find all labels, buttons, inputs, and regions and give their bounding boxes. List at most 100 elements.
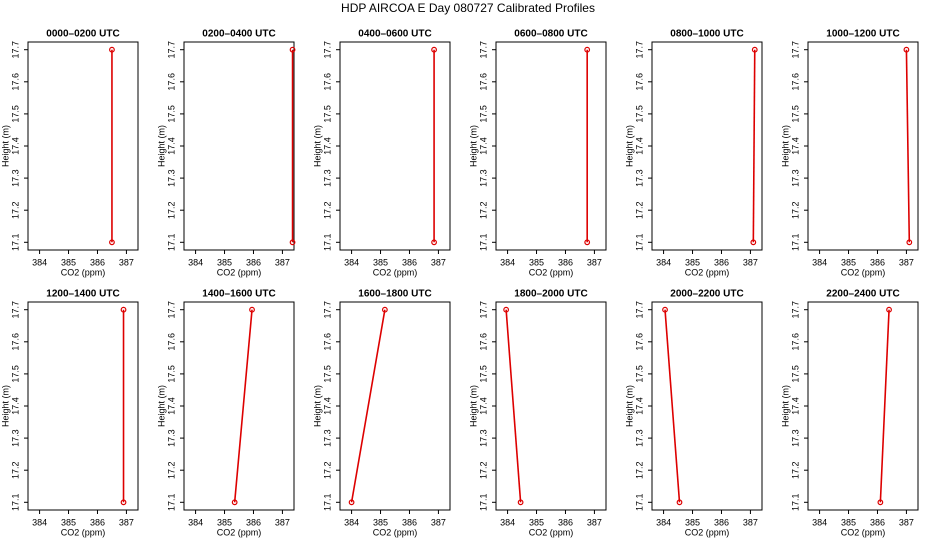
y-tick-label: 17.7 xyxy=(790,41,800,59)
y-tick-label: 17.4 xyxy=(478,397,488,415)
x-axis-label: CO2 (ppm) xyxy=(217,527,262,537)
y-tick-label: 17.4 xyxy=(322,137,332,155)
y-tick-label: 17.1 xyxy=(790,494,800,512)
x-tick-label: 384 xyxy=(188,517,203,527)
x-tick-label: 387 xyxy=(587,517,602,527)
profile-point xyxy=(289,239,296,246)
x-tick-label: 387 xyxy=(899,257,914,267)
x-tick-label: 387 xyxy=(119,517,134,527)
panel-title: 0800–1000 UTC xyxy=(670,29,743,40)
y-axis-label: Height (m) xyxy=(624,385,634,427)
x-tick-label: 387 xyxy=(275,517,290,527)
x-tick-label: 384 xyxy=(812,257,827,267)
y-tick-label: 17.4 xyxy=(166,137,176,155)
profile-point xyxy=(109,46,115,53)
y-tick-label: 17.1 xyxy=(166,494,176,512)
y-tick-label: 17.5 xyxy=(790,365,800,383)
y-tick-label: 17.4 xyxy=(790,397,800,415)
y-tick-label: 17.5 xyxy=(322,105,332,123)
y-tick-label: 17.3 xyxy=(790,429,800,447)
profile-line xyxy=(233,309,253,503)
profile-line xyxy=(505,309,522,503)
profile-point xyxy=(751,46,758,53)
y-tick-label: 17.3 xyxy=(634,429,644,447)
profile-point xyxy=(662,306,668,313)
y-tick-label: 17.5 xyxy=(166,105,176,123)
panel-title: 1000–1200 UTC xyxy=(826,29,899,40)
x-tick-label: 387 xyxy=(119,257,134,267)
panel-title: 1200–1400 UTC xyxy=(46,289,119,300)
y-tick-label: 17.3 xyxy=(322,429,332,447)
profile-point xyxy=(289,46,296,53)
x-axis-label: CO2 (ppm) xyxy=(529,527,574,537)
y-axis-label: Height (m) xyxy=(0,125,10,167)
y-tick-label: 17.2 xyxy=(10,461,20,479)
y-tick-label: 17.6 xyxy=(322,333,332,351)
x-tick-label: 386 xyxy=(558,517,573,527)
y-tick-label: 17.4 xyxy=(478,137,488,155)
y-tick-label: 17.2 xyxy=(790,201,800,219)
x-tick-label: 386 xyxy=(246,517,261,527)
profile-point xyxy=(903,46,910,53)
profile-point xyxy=(431,239,437,246)
y-tick-label: 17.2 xyxy=(790,461,800,479)
y-axis-label: Height (m) xyxy=(468,125,478,167)
x-tick-label: 385 xyxy=(373,257,388,267)
x-tick-label: 386 xyxy=(714,257,729,267)
y-tick-label: 17.7 xyxy=(166,41,176,59)
profile-line xyxy=(664,309,681,503)
profile-line xyxy=(905,49,911,243)
y-tick-label: 17.3 xyxy=(322,169,332,187)
y-tick-label: 17.5 xyxy=(478,365,488,383)
x-tick-label: 387 xyxy=(431,517,446,527)
x-tick-label: 385 xyxy=(529,257,544,267)
profile-point xyxy=(584,239,591,246)
y-tick-label: 17.2 xyxy=(322,201,332,219)
y-tick-label: 17.1 xyxy=(478,494,488,512)
x-tick-label: 387 xyxy=(743,257,758,267)
y-tick-label: 17.5 xyxy=(322,365,332,383)
profile-point xyxy=(109,239,115,246)
y-axis-label: Height (m) xyxy=(0,385,10,427)
y-tick-label: 17.7 xyxy=(790,301,800,319)
profile-point xyxy=(381,306,388,313)
panel-title: 2200–2400 UTC xyxy=(826,289,899,300)
y-axis-label: Height (m) xyxy=(156,125,166,167)
x-tick-label: 384 xyxy=(32,257,47,267)
y-tick-label: 17.4 xyxy=(10,137,20,155)
x-tick-label: 384 xyxy=(812,517,827,527)
y-tick-label: 17.5 xyxy=(10,105,20,123)
y-tick-label: 17.7 xyxy=(634,301,644,319)
profile-point xyxy=(676,499,683,506)
y-tick-label: 17.2 xyxy=(478,461,488,479)
x-tick-label: 386 xyxy=(870,257,885,267)
y-tick-label: 17.4 xyxy=(634,397,644,415)
profile-point xyxy=(584,46,591,53)
y-tick-label: 17.1 xyxy=(634,494,644,512)
x-axis-label: CO2 (ppm) xyxy=(373,527,418,537)
y-tick-label: 17.2 xyxy=(166,201,176,219)
y-tick-label: 17.7 xyxy=(10,301,20,319)
profile-point xyxy=(503,306,510,313)
y-tick-label: 17.2 xyxy=(322,461,332,479)
y-tick-label: 17.7 xyxy=(478,41,488,59)
panel-title: 1400–1600 UTC xyxy=(202,289,275,300)
y-tick-label: 17.5 xyxy=(634,105,644,123)
x-tick-label: 385 xyxy=(685,257,700,267)
x-tick-label: 387 xyxy=(743,517,758,527)
x-tick-label: 386 xyxy=(246,257,261,267)
y-axis-label: Height (m) xyxy=(624,125,634,167)
y-tick-label: 17.2 xyxy=(478,201,488,219)
y-tick-label: 17.4 xyxy=(10,397,20,415)
y-tick-label: 17.1 xyxy=(166,234,176,252)
y-tick-label: 17.2 xyxy=(166,461,176,479)
y-tick-label: 17.3 xyxy=(10,169,20,187)
y-tick-label: 17.6 xyxy=(478,333,488,351)
x-tick-label: 386 xyxy=(402,517,417,527)
y-tick-label: 17.2 xyxy=(10,201,20,219)
x-tick-label: 384 xyxy=(344,517,359,527)
y-tick-label: 17.1 xyxy=(322,234,332,252)
y-tick-label: 17.1 xyxy=(322,494,332,512)
y-tick-label: 17.6 xyxy=(790,333,800,351)
panel-title: 0200–0400 UTC xyxy=(202,29,275,40)
